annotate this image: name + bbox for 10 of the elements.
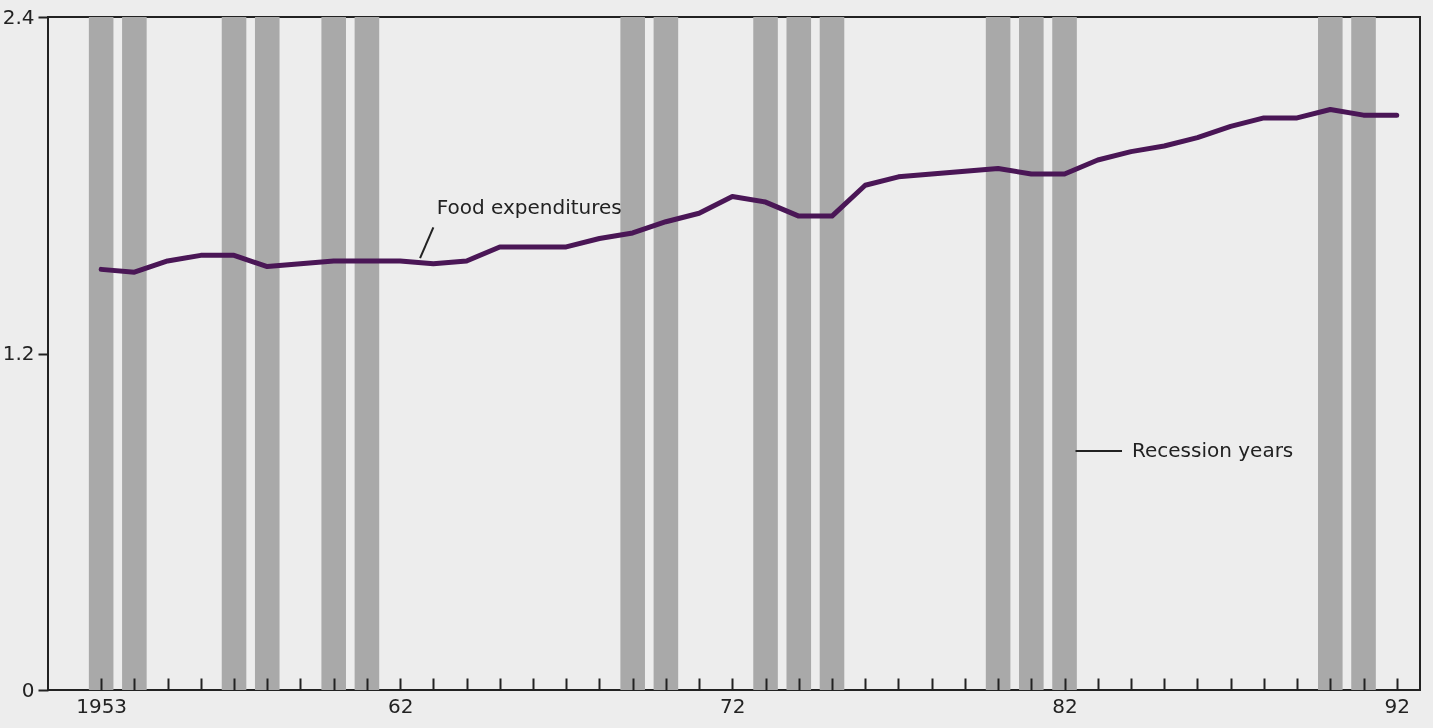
y-tick-label: 2.4 [2, 4, 35, 29]
x-tick-label: 72 [720, 693, 746, 718]
series-label: Food expenditures [436, 194, 622, 219]
band-label: Recession years [1131, 438, 1294, 463]
y-tick-label: 0 [21, 677, 35, 702]
x-tick-label: 62 [387, 693, 414, 718]
x-tick-label: 1953 [76, 693, 128, 718]
y-tick-label: 1.2 [2, 341, 35, 365]
x-tick-label: 82 [1052, 693, 1078, 718]
x-tick-label: 92 [1384, 693, 1410, 718]
